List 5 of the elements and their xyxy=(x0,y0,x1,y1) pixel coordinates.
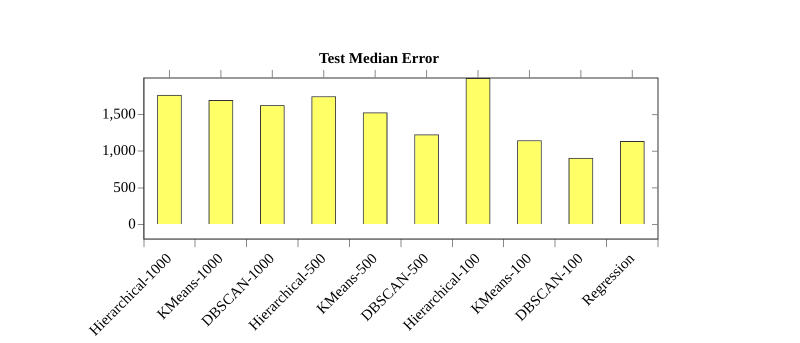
y-tick-label: 1,000 xyxy=(102,143,136,160)
chart-title: Test Median Error xyxy=(319,50,440,67)
y-tick-label: 1,500 xyxy=(102,106,136,123)
y-tick-label: 500 xyxy=(113,180,136,196)
y-tick-label: 0 xyxy=(128,216,136,232)
